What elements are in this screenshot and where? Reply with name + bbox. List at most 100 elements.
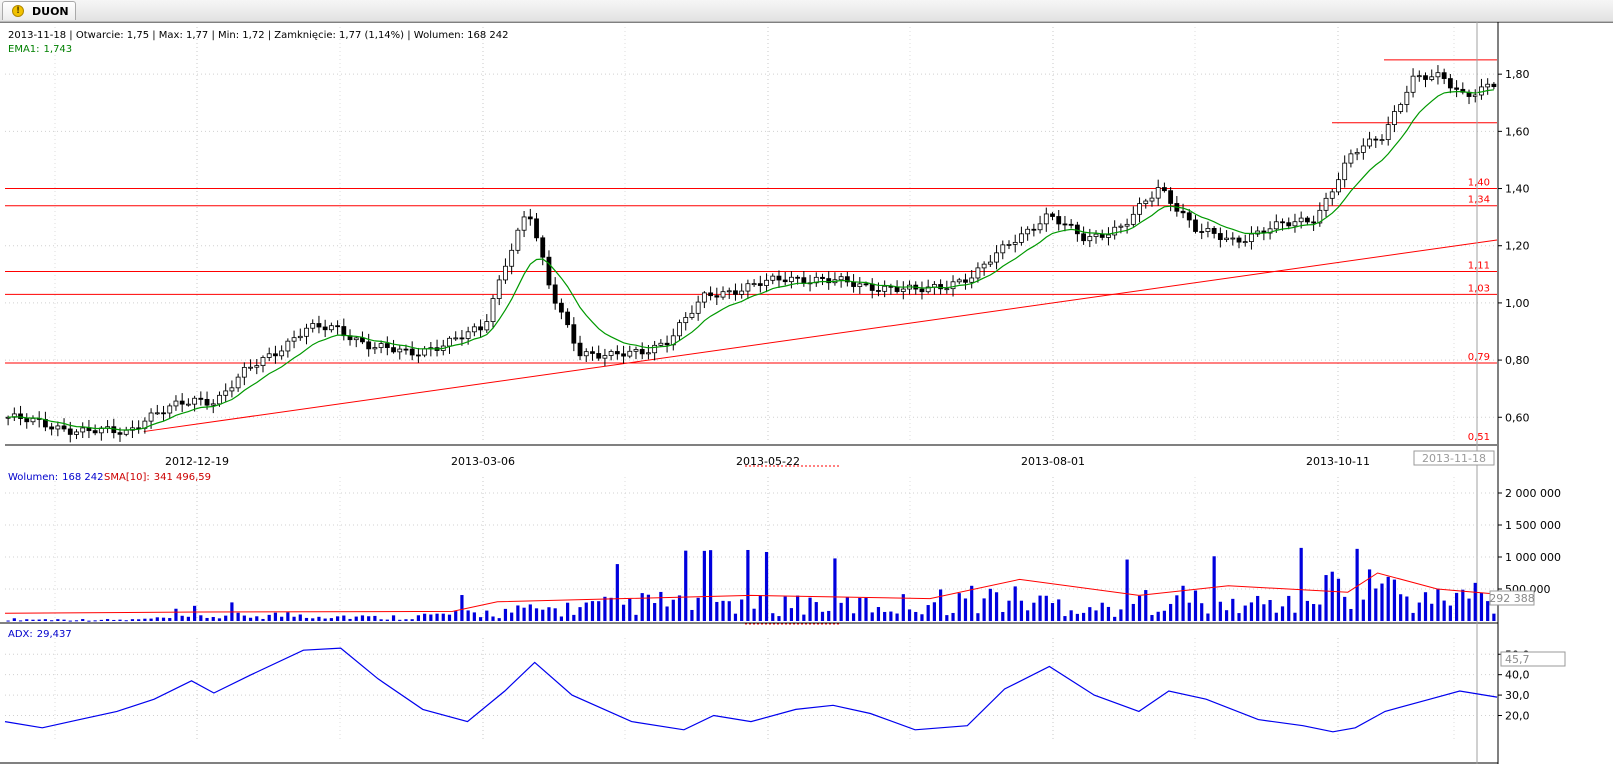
candle-body <box>490 298 496 322</box>
candle-body <box>465 331 471 339</box>
candle-body <box>1043 213 1049 225</box>
candle-body <box>310 323 316 329</box>
candle-body <box>813 276 819 284</box>
volume-bar <box>404 619 408 621</box>
candle-body <box>639 349 645 355</box>
volume-bar <box>621 604 626 621</box>
candle-body <box>1037 223 1043 231</box>
candle-body <box>1143 200 1149 204</box>
candle-body <box>577 342 583 357</box>
volume-bar <box>939 589 943 621</box>
candle-body <box>1454 87 1459 90</box>
volume-bar <box>286 612 290 621</box>
volume-bar <box>777 616 781 621</box>
candle-body <box>1031 228 1037 231</box>
volume-bar <box>1106 606 1111 621</box>
candle-body <box>1149 197 1155 202</box>
volume-bar <box>348 618 352 621</box>
trend-line <box>143 239 1498 433</box>
candle-body <box>1385 124 1391 141</box>
candle-body <box>869 283 875 291</box>
volume-bar <box>802 614 806 621</box>
candle-body <box>80 427 86 433</box>
volume-bar <box>653 603 657 621</box>
volume-bar <box>1094 610 1098 621</box>
volume-bar <box>696 597 700 621</box>
volume-bar <box>758 595 762 621</box>
volume-bar <box>1243 605 1247 621</box>
chart-canvas[interactable]: 2012-12-19 2013-03-06 2013-05-22 2013-08-01… <box>0 22 1613 764</box>
candle-body <box>894 286 900 292</box>
candle-body <box>857 283 863 287</box>
candle-body <box>1317 209 1323 224</box>
tab-duon[interactable]: ! DUON <box>2 1 76 20</box>
candle-body <box>279 350 285 357</box>
level-label: 1,34 <box>1468 195 1490 206</box>
volume-bar <box>740 599 744 621</box>
adx-value: 29,437 <box>36 629 72 640</box>
volume-bar <box>1019 600 1024 621</box>
volume-bar <box>1287 595 1291 621</box>
candle-body <box>720 291 726 298</box>
candle-body <box>198 397 204 400</box>
volume-bar <box>603 596 607 621</box>
volume-bar <box>659 591 663 621</box>
volume-bar <box>31 619 35 621</box>
volume-bar <box>957 593 961 621</box>
volume-bar <box>646 594 651 621</box>
volume-bar <box>628 598 632 621</box>
volume-bar <box>1349 608 1353 621</box>
volume-bar <box>715 601 719 621</box>
candle-body <box>1392 111 1397 125</box>
chart-area[interactable]: 2012-12-19 2013-03-06 2013-05-22 2013-08-01… <box>0 22 1613 764</box>
volume-bar <box>1069 610 1073 621</box>
candle-body <box>565 311 571 326</box>
volume-bar <box>864 597 868 621</box>
volume-bar <box>385 619 389 621</box>
candle-body <box>701 292 707 303</box>
volume-bar <box>43 619 48 621</box>
volume-bar <box>1206 613 1210 621</box>
candle-body <box>74 431 79 435</box>
volume-bar <box>764 551 769 621</box>
volume-bar <box>50 620 54 622</box>
volume-bar <box>460 595 464 621</box>
candle-body <box>540 237 546 258</box>
candle-body <box>285 340 291 352</box>
price-tick-label: 1,40 <box>1505 183 1530 196</box>
candle-body <box>583 351 589 357</box>
volume-bar <box>205 617 209 621</box>
candle-body <box>975 267 981 279</box>
volume-bar <box>907 609 912 621</box>
volume-bar <box>702 550 706 621</box>
volume-bar <box>423 613 427 621</box>
volume-bar <box>435 613 439 621</box>
candle-body <box>627 350 633 357</box>
volume-bar <box>870 612 874 621</box>
volume-bar <box>68 620 72 622</box>
candle-body <box>55 425 61 430</box>
candle-body <box>708 292 713 297</box>
candle-body <box>745 283 751 292</box>
candle-body <box>851 281 856 287</box>
volume-bar <box>360 615 365 621</box>
volume-bar <box>1193 590 1198 621</box>
volume-bar <box>920 614 924 621</box>
candle-body <box>484 321 490 331</box>
volume-bar <box>1001 611 1005 621</box>
volume-bar <box>889 611 893 621</box>
candle-body <box>447 337 452 347</box>
date-tick-label: 2012-12-19 <box>165 455 229 468</box>
volume-bar <box>18 620 23 622</box>
volume-bar <box>292 616 296 621</box>
volume-bar <box>186 616 190 621</box>
candle-body <box>608 351 614 356</box>
adx-tick-label: 40,0 <box>1505 669 1530 682</box>
candle-body <box>1311 221 1317 224</box>
candle-body <box>820 276 825 279</box>
candle-body <box>496 279 502 299</box>
volume-bar <box>143 618 147 621</box>
volume-bar <box>1200 603 1204 621</box>
volume-bar <box>926 605 930 621</box>
volume-bar <box>478 617 483 621</box>
